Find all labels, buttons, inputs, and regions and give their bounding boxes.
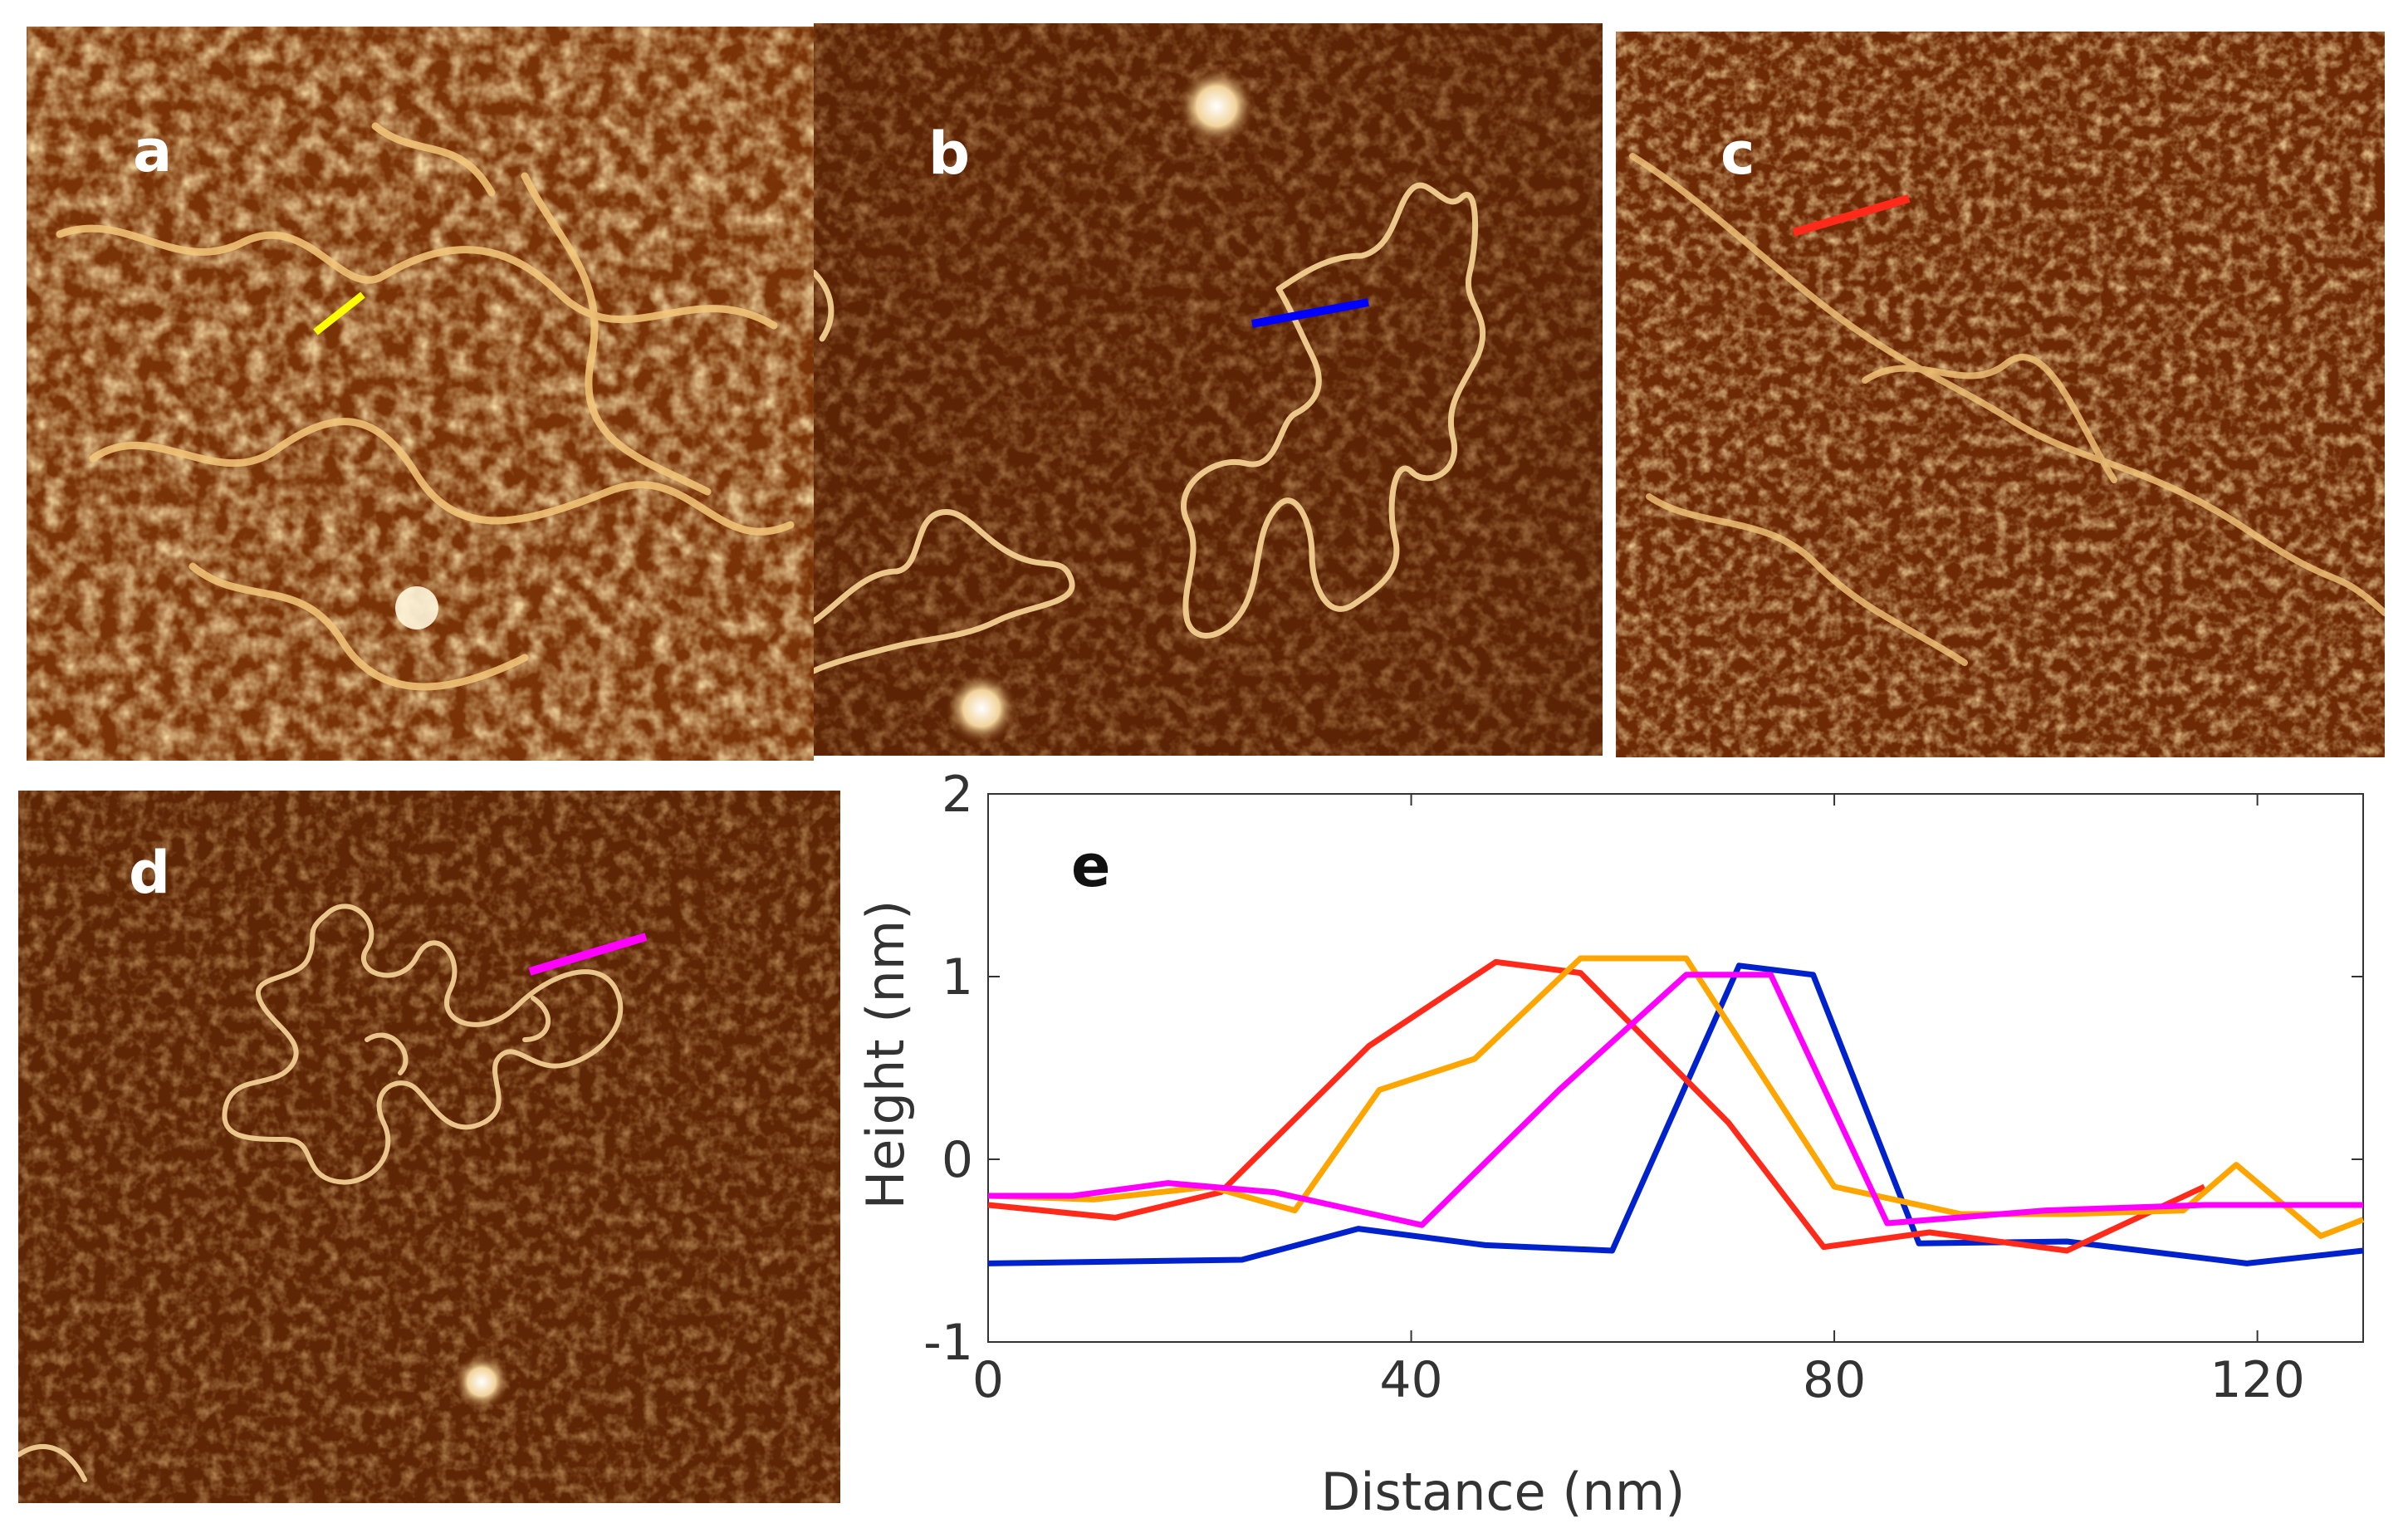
x-tick-label: 120: [2210, 1351, 2305, 1409]
afm-panel-a: a: [27, 27, 814, 761]
series-line-4: [988, 972, 2363, 1228]
panel-label-c: c: [1720, 120, 1755, 188]
y-tick-label: 0: [942, 1131, 973, 1189]
panel-label-b: b: [928, 120, 971, 188]
series-line-1: [987, 962, 2364, 1266]
series-line-3: [987, 955, 2365, 1239]
y-tick-label: -1: [923, 1314, 973, 1372]
profile-marker-c: [1792, 194, 1911, 237]
afm-image-d: [18, 791, 840, 1503]
x-axis-title: Distance (nm): [1321, 1462, 1686, 1522]
height-profile-chart-panel: 0 40 80 120 -1 0 1 2 Distance (nm) Height (nm) …: [847, 766, 2408, 1525]
afm-image-b: [814, 23, 1603, 756]
x-tick-label: 0: [972, 1351, 1004, 1409]
profile-marker-b: [1251, 298, 1369, 328]
afm-panel-d: d: [18, 791, 840, 1503]
panel-label-e: e: [1071, 832, 1111, 900]
afm-panel-b: b: [814, 23, 1603, 756]
y-tick-label: 2: [942, 772, 973, 824]
profile-marker-a: [313, 291, 365, 335]
x-tick-label: 40: [1379, 1351, 1442, 1409]
x-tick-label: 80: [1803, 1351, 1866, 1409]
panel-label-a: a: [133, 117, 173, 185]
panel-label-d: d: [129, 839, 171, 907]
afm-image-a: [27, 27, 814, 761]
y-axis-title: Height (nm): [855, 900, 916, 1210]
afm-panel-c: c: [1616, 32, 2385, 757]
series-line-2: [987, 958, 2206, 1254]
y-tick-label: 1: [942, 948, 973, 1006]
profile-marker-d: [528, 933, 648, 976]
afm-image-c: [1616, 32, 2385, 757]
